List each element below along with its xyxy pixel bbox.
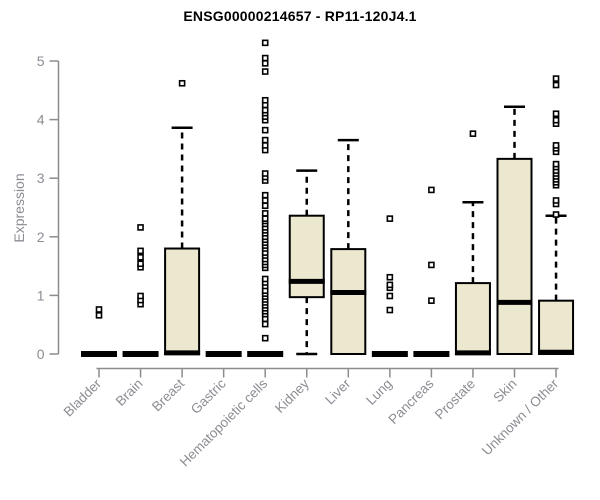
x-category-label: Kidney (272, 376, 312, 416)
outlier-point (261, 170, 269, 177)
outlier-point (469, 130, 477, 137)
outlier-point (95, 312, 103, 319)
outlier-point (261, 210, 269, 217)
outlier-point (137, 254, 144, 261)
box (454, 282, 491, 355)
outlier-point (552, 110, 560, 118)
outlier-point (178, 79, 186, 87)
outlier-point (261, 197, 269, 204)
box (288, 214, 325, 299)
outlier-point (428, 186, 435, 194)
outlier-point (261, 39, 269, 47)
outlier-point (137, 292, 144, 300)
outlier-point (261, 202, 269, 210)
outlier-point (261, 96, 269, 104)
y-tick-label: 5 (37, 53, 45, 69)
outlier-point (261, 60, 269, 67)
x-category-label: Pancreas (386, 376, 437, 427)
x-category-label: Bladder (61, 376, 105, 420)
outlier-point (261, 215, 269, 222)
outlier-point (261, 126, 269, 134)
outlier-point (386, 273, 394, 281)
outlier-point (261, 54, 269, 62)
outlier-point (261, 320, 269, 328)
x-category-label: Unknown / Other (479, 376, 562, 459)
x-category-label: Skin (490, 376, 519, 405)
chart-title: ENSG00000214657 - RP11-120J4.1 (183, 8, 417, 24)
outlier-point (261, 191, 269, 199)
y-tick-label: 4 (37, 112, 45, 128)
collapsed-box-median (413, 351, 450, 357)
outlier-point (261, 142, 269, 149)
outlier-point (386, 306, 394, 314)
outlier-point (261, 68, 269, 75)
outlier-point (137, 224, 144, 231)
x-category-label: Prostate (432, 376, 478, 422)
outlier-point (552, 75, 560, 82)
outlier-point (552, 81, 560, 89)
outlier-point (95, 306, 103, 313)
box (164, 247, 201, 356)
y-tick-label: 2 (37, 229, 45, 245)
outlier-point (261, 334, 269, 342)
box (496, 157, 533, 355)
y-tick-label: 0 (37, 346, 45, 362)
outlier-point (552, 211, 560, 218)
outlier-point (137, 247, 144, 255)
collapsed-box-median (205, 351, 242, 357)
box (538, 299, 575, 356)
x-category-label: Breast (149, 376, 187, 414)
x-category-label: Lung (363, 376, 395, 408)
outlier-point (261, 275, 269, 283)
y-tick-label: 1 (37, 287, 45, 303)
outlier-point (261, 106, 269, 114)
x-category-label: Brain (113, 376, 146, 409)
outlier-point (386, 292, 394, 300)
outlier-point (552, 116, 560, 124)
outlier-point (552, 160, 560, 168)
outlier-point (428, 297, 435, 304)
outlier-point (552, 142, 560, 149)
x-category-label: Gastric (188, 376, 229, 417)
collapsed-box-median (122, 351, 159, 357)
y-tick-label: 3 (37, 170, 45, 186)
outlier-point (137, 260, 144, 268)
outlier-point (428, 261, 435, 269)
outlier-point (552, 197, 560, 204)
collapsed-box-median (81, 351, 117, 357)
outlier-point (386, 215, 394, 222)
box (330, 248, 367, 355)
collapsed-box-median (371, 351, 408, 357)
collapsed-box-median (247, 351, 284, 357)
x-category-label: Liver (322, 376, 354, 408)
outlier-point (261, 136, 269, 144)
outlier-point (386, 281, 394, 289)
